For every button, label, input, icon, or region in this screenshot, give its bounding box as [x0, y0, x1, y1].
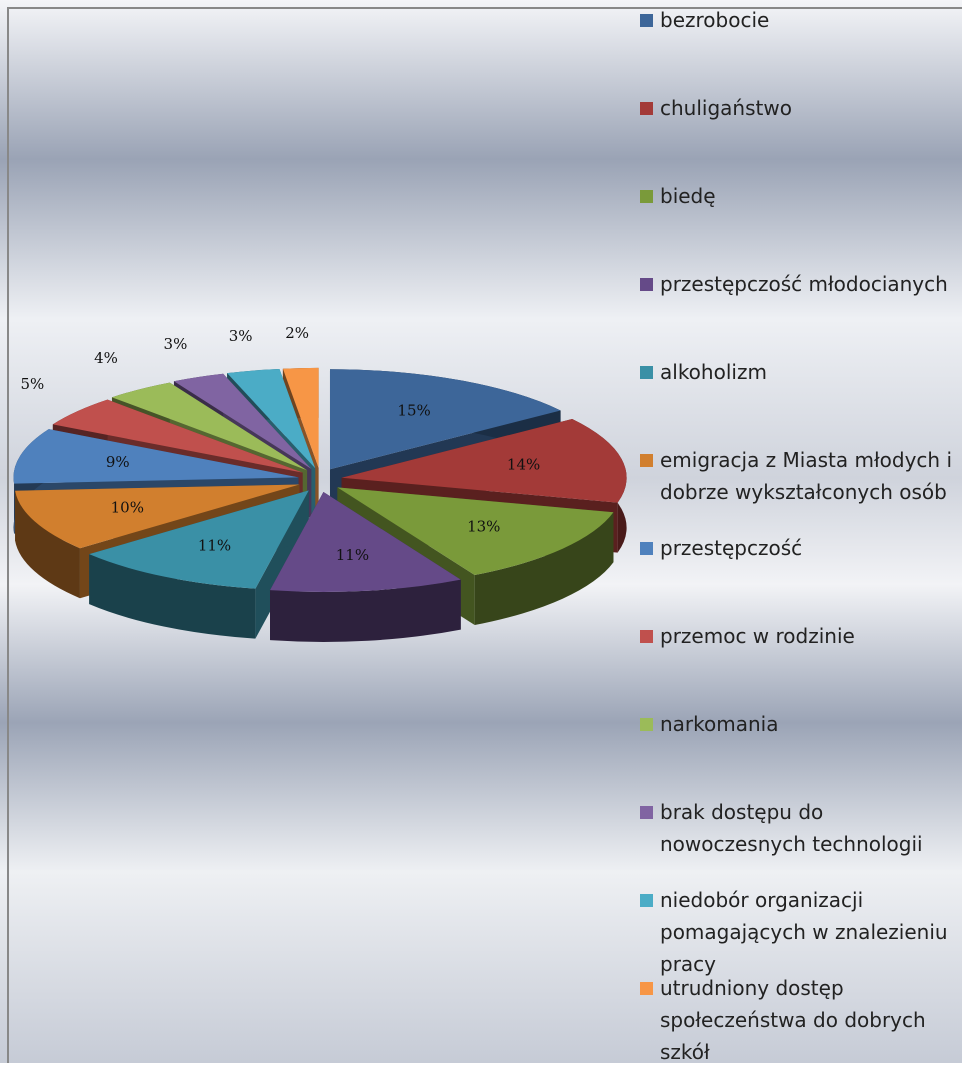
legend-label: przestępczość — [660, 536, 803, 560]
legend-label: emigracja z Miasta młodych i dobrze wyks… — [660, 448, 953, 504]
slice — [227, 368, 316, 469]
legend-swatch — [640, 894, 653, 907]
slice — [341, 418, 627, 503]
legend-swatch — [640, 190, 653, 203]
legend-item: przemoc w rodzinie — [636, 620, 956, 652]
slice — [52, 399, 303, 473]
legend-item: przestępczość młodocianych — [636, 268, 956, 300]
slice-wall — [89, 554, 256, 639]
data-label: 3% — [164, 335, 188, 353]
legend-label: niedobór organizacji pomagających w znal… — [660, 888, 948, 976]
legend-item: utrudniony dostęp społeczeństwa do dobry… — [636, 972, 956, 1068]
data-label: 11% — [198, 536, 231, 554]
legend-item: brak dostępu do nowoczesnych technologii — [636, 796, 956, 860]
legend-item: alkoholizm — [636, 356, 956, 388]
slice — [111, 382, 308, 471]
legend-item: niedobór organizacji pomagających w znal… — [636, 884, 956, 980]
legend-label: alkoholizm — [660, 360, 767, 384]
data-label: 5% — [20, 375, 44, 393]
legend-label: chuligaństwo — [660, 96, 792, 120]
legend-swatch — [640, 102, 653, 115]
slice — [270, 491, 461, 592]
data-label: 3% — [229, 327, 253, 345]
legend-item: bezrobocie — [636, 4, 956, 36]
slice — [329, 369, 561, 470]
data-label: 4% — [94, 349, 118, 367]
legend-swatch — [640, 806, 653, 819]
slice — [13, 429, 299, 484]
data-label: 11% — [336, 546, 369, 564]
data-label: 13% — [467, 517, 500, 535]
legend-swatch — [640, 454, 653, 467]
legend-item: emigracja z Miasta młodych i dobrze wyks… — [636, 444, 956, 508]
data-label: 14% — [507, 456, 540, 474]
legend-label: przestępczość młodocianych — [660, 272, 948, 296]
legend-swatch — [640, 14, 653, 27]
legend-label: utrudniony dostęp społeczeństwa do dobry… — [660, 976, 926, 1064]
data-label: 15% — [397, 401, 430, 419]
data-label: 2% — [285, 324, 309, 342]
legend-label: narkomania — [660, 712, 779, 736]
legend-swatch — [640, 718, 653, 731]
legend-item: przestępczość — [636, 532, 956, 564]
data-label: 10% — [111, 498, 144, 516]
legend-label: biedę — [660, 184, 716, 208]
slice — [89, 490, 309, 589]
pie: 15% 14% 13% 11% 11% 10% 9% 5% 4% 3% 3% 2% — [13, 324, 627, 642]
legend-label: przemoc w rodzinie — [660, 624, 855, 648]
legend-item: biedę — [636, 180, 956, 212]
legend-item: narkomania — [636, 708, 956, 740]
legend-label: bezrobocie — [660, 8, 770, 32]
slice-wall — [15, 490, 80, 599]
slice — [337, 487, 614, 576]
slice — [15, 484, 300, 549]
legend-swatch — [640, 542, 653, 555]
legend-label: brak dostępu do nowoczesnych technologii — [660, 800, 923, 856]
slice — [282, 367, 319, 468]
legend-swatch — [640, 982, 653, 995]
slice-wall — [270, 579, 461, 642]
slice-wall — [474, 512, 614, 626]
data-label: 9% — [106, 453, 130, 471]
frame — [7, 7, 962, 1063]
legend-swatch — [640, 366, 653, 379]
slice — [173, 373, 312, 469]
legend-item: chuligaństwo — [636, 92, 956, 124]
legend-swatch — [640, 278, 653, 291]
legend-swatch — [640, 630, 653, 643]
